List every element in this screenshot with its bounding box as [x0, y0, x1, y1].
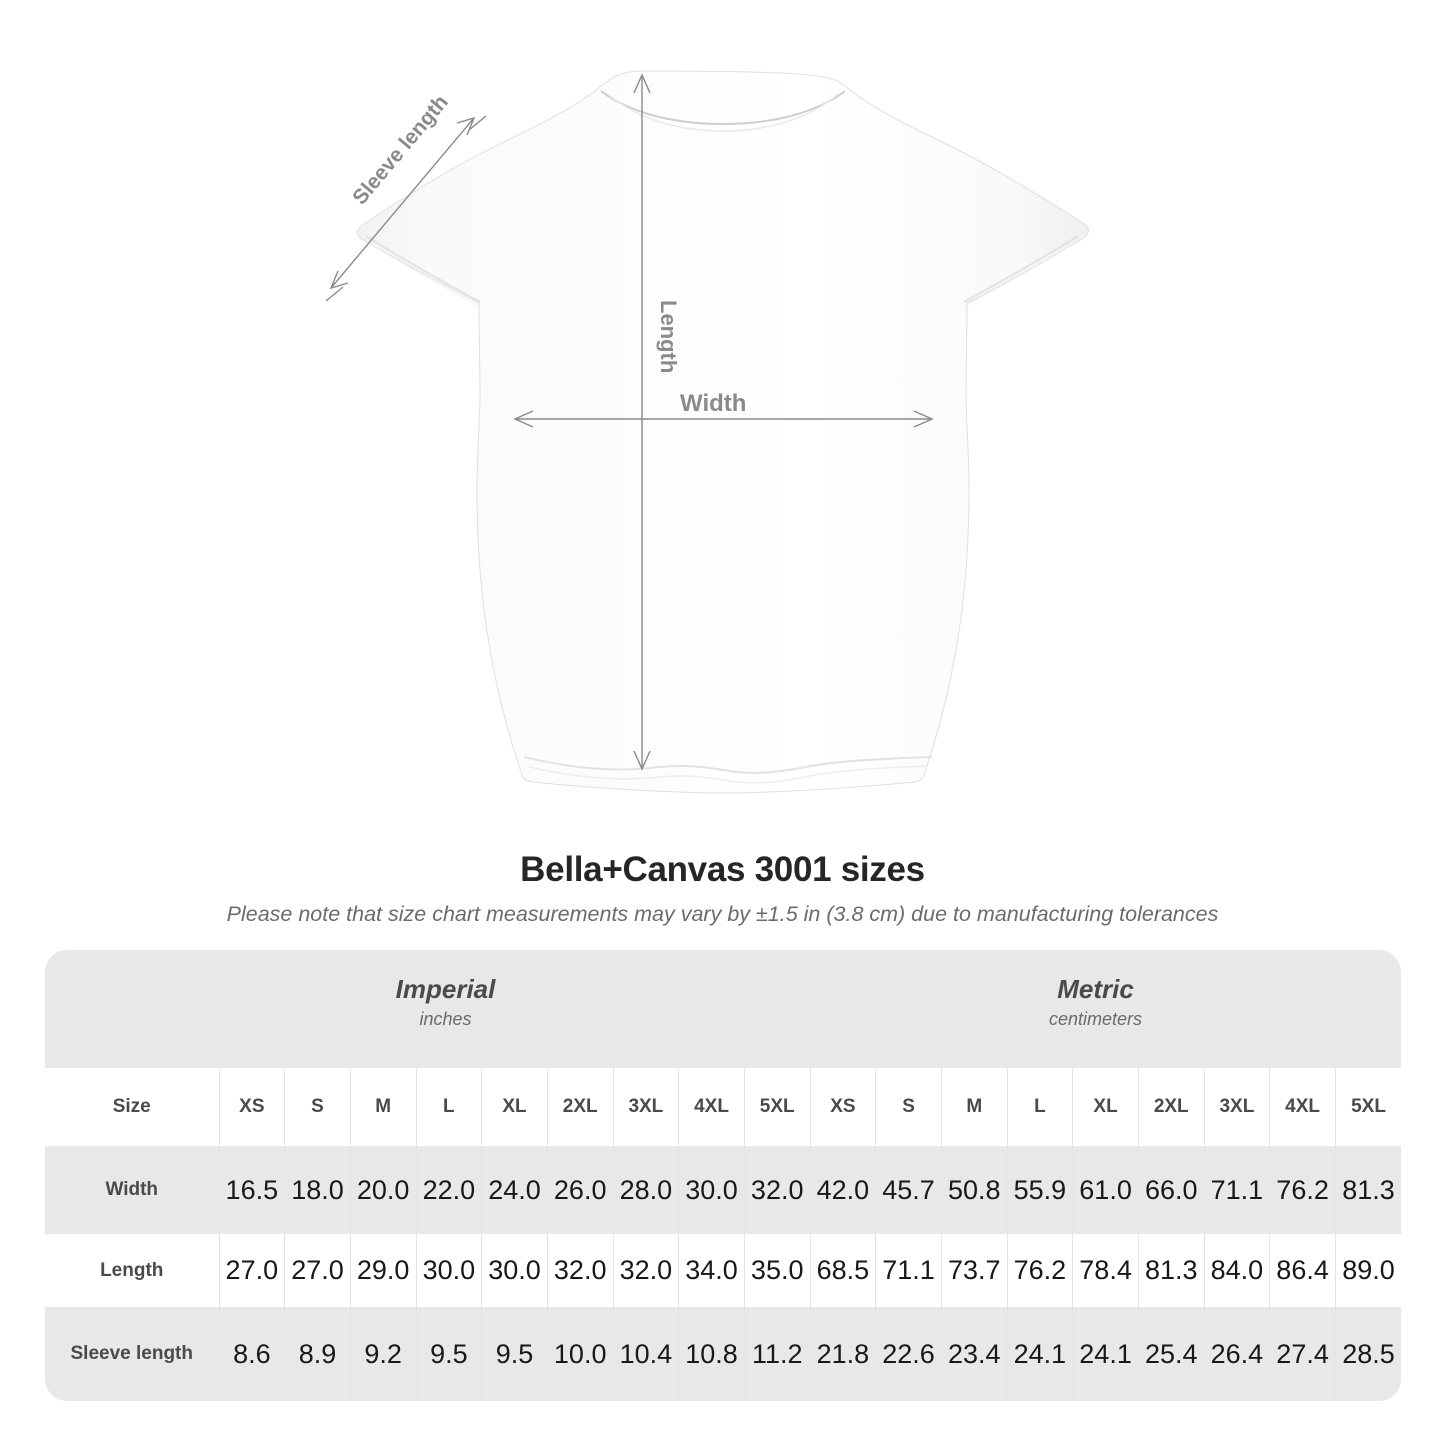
- svg-text:Width: Width: [680, 390, 746, 417]
- svg-text:Length: Length: [656, 300, 681, 373]
